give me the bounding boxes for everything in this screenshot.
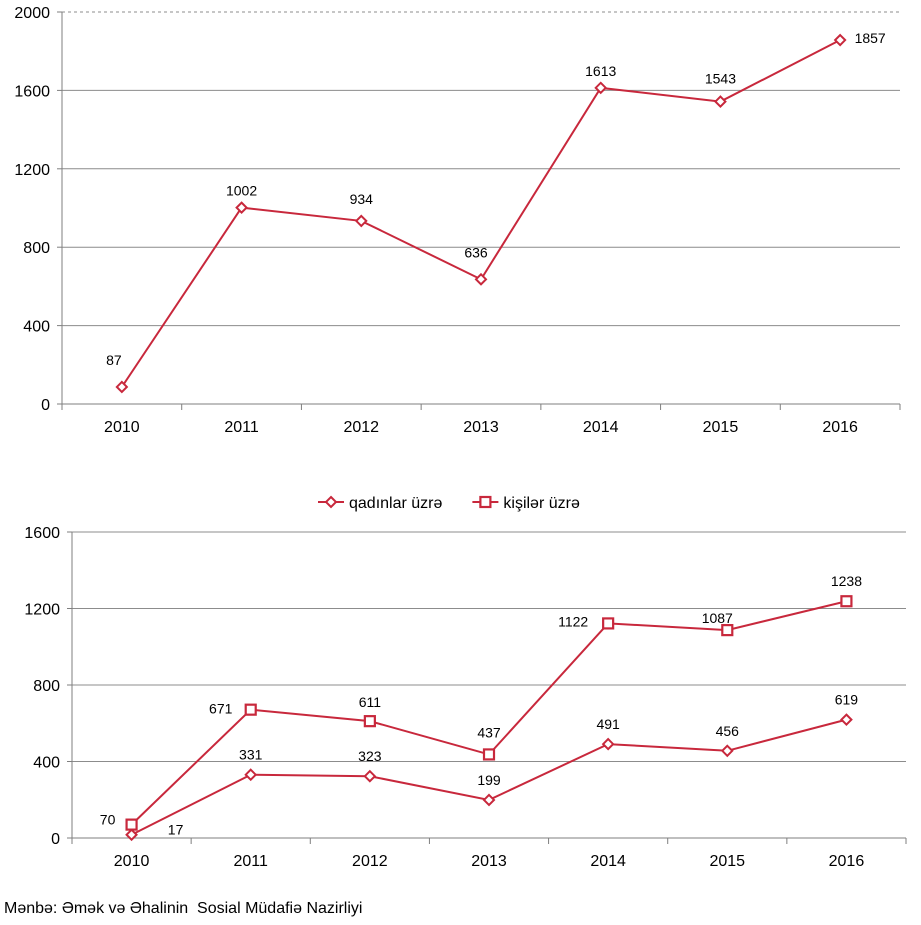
chart1-x-tick-label: 2010 — [104, 419, 140, 436]
chart1-y-tick-label: 800 — [23, 240, 50, 257]
chart1-y-tick-label: 0 — [41, 397, 50, 414]
chart2-series-2-data-label: 70 — [100, 812, 116, 828]
chart2-y-tick-label: 800 — [33, 678, 60, 695]
chart1-series-1-data-label: 1613 — [585, 63, 616, 79]
chart1-x-tick-label: 2016 — [822, 419, 858, 436]
chart2-legend-marker — [479, 495, 492, 509]
chart2-x-tick-label: 2015 — [709, 853, 745, 870]
chart1-series-1-point — [115, 380, 129, 394]
chart2-x-tick-label: 2012 — [352, 853, 388, 870]
chart2-series-2-data-label: 1087 — [702, 610, 733, 626]
chart1-x-tick-label: 2014 — [583, 419, 619, 436]
chart1-series-1-point — [714, 95, 727, 108]
chart1-series-1-line — [121, 39, 841, 388]
chart2-y-tick-label: 400 — [33, 755, 60, 772]
chart2-series-1-data-label: 199 — [477, 772, 501, 788]
chart2-series-2-data-label: 671 — [209, 701, 233, 717]
chart1-series-1-point — [474, 272, 488, 286]
chart2-series-1-point — [125, 828, 138, 842]
chart2-x-tick-label: 2013 — [471, 853, 507, 870]
chart2-series-2-point — [363, 715, 376, 728]
chart2-x-tick-label: 2010 — [114, 853, 150, 870]
chart1-y-tick-label: 1200 — [14, 162, 50, 179]
chart2-series-1-data-label: 323 — [358, 748, 382, 764]
chart2-legend-label: kişilər üzrə — [503, 495, 580, 512]
chart2-series-1-point — [363, 769, 377, 783]
chart1-series-1-data-label: 1543 — [705, 71, 736, 87]
chart2-series-2-point — [244, 703, 257, 716]
chart2-series-2-point — [602, 617, 615, 630]
chart1-series-1-data-label: 636 — [464, 244, 488, 260]
chart1-series-1-point — [235, 201, 248, 215]
chart2-legend-label: qadınlar üzrə — [349, 495, 442, 512]
chart1-y-tick-label: 400 — [23, 319, 50, 336]
chart2-series-1-data-label: 491 — [596, 716, 620, 732]
chart2-series-2-data-label: 437 — [477, 724, 501, 740]
chart1-series-1-data-label: 934 — [350, 191, 374, 207]
chart1-x-tick-label: 2012 — [343, 419, 379, 436]
chart1-series-1-point — [354, 214, 368, 228]
chart2-series-1-point — [601, 737, 615, 751]
chart2-series-1-data-label: 619 — [835, 692, 859, 708]
chart2-series-1-data-label: 331 — [239, 747, 263, 763]
chart1-x-tick-label: 2013 — [463, 419, 499, 436]
chart2-series-2-data-label: 1122 — [558, 613, 588, 629]
chart1-series-1-data-label: 1857 — [855, 30, 886, 46]
chart2-series-1-data-label: 17 — [168, 822, 184, 838]
chart2-series-1-data-label: 456 — [716, 723, 740, 739]
chart2-legend-marker — [324, 495, 338, 509]
chart2-series-2-point — [840, 595, 853, 608]
chart2-x-tick-label: 2011 — [234, 853, 269, 870]
chart1-y-tick-label: 2000 — [14, 5, 50, 22]
source-note: Mənbə: Əmək və Əhalinin Sosial Müdafiə N… — [4, 900, 363, 917]
chart2-x-tick-label: 2016 — [829, 853, 865, 870]
chart1-x-tick-label: 2015 — [703, 419, 739, 436]
chart2-series-2-data-label: 1238 — [831, 573, 862, 589]
chart1-x-tick-label: 2011 — [224, 419, 259, 436]
chart2-x-tick-label: 2014 — [590, 853, 626, 870]
chart2-series-2-point — [125, 818, 138, 831]
chart2-series-1-point — [840, 713, 853, 727]
chart2-series-2-point — [482, 748, 496, 761]
chart1-series-1-point — [594, 81, 608, 95]
chart2-series-2-data-label: 611 — [359, 694, 382, 710]
chart2-series-2-point — [721, 624, 734, 637]
chart1-series-1-point — [833, 33, 847, 47]
chart1-y-tick-label: 1600 — [14, 83, 50, 100]
chart2-y-tick-label: 1200 — [24, 602, 60, 619]
chart2-y-tick-label: 1600 — [24, 525, 60, 542]
chart2-series-1-point — [244, 768, 258, 782]
chart1-series-1-data-label: 1002 — [226, 183, 257, 199]
chart2-series-1-point — [720, 744, 734, 758]
chart2-series-1-point — [482, 793, 496, 807]
chart1-series-1-data-label: 87 — [106, 352, 122, 368]
chart2-series-2-line — [130, 600, 847, 826]
chart2-y-tick-label: 0 — [51, 831, 60, 848]
